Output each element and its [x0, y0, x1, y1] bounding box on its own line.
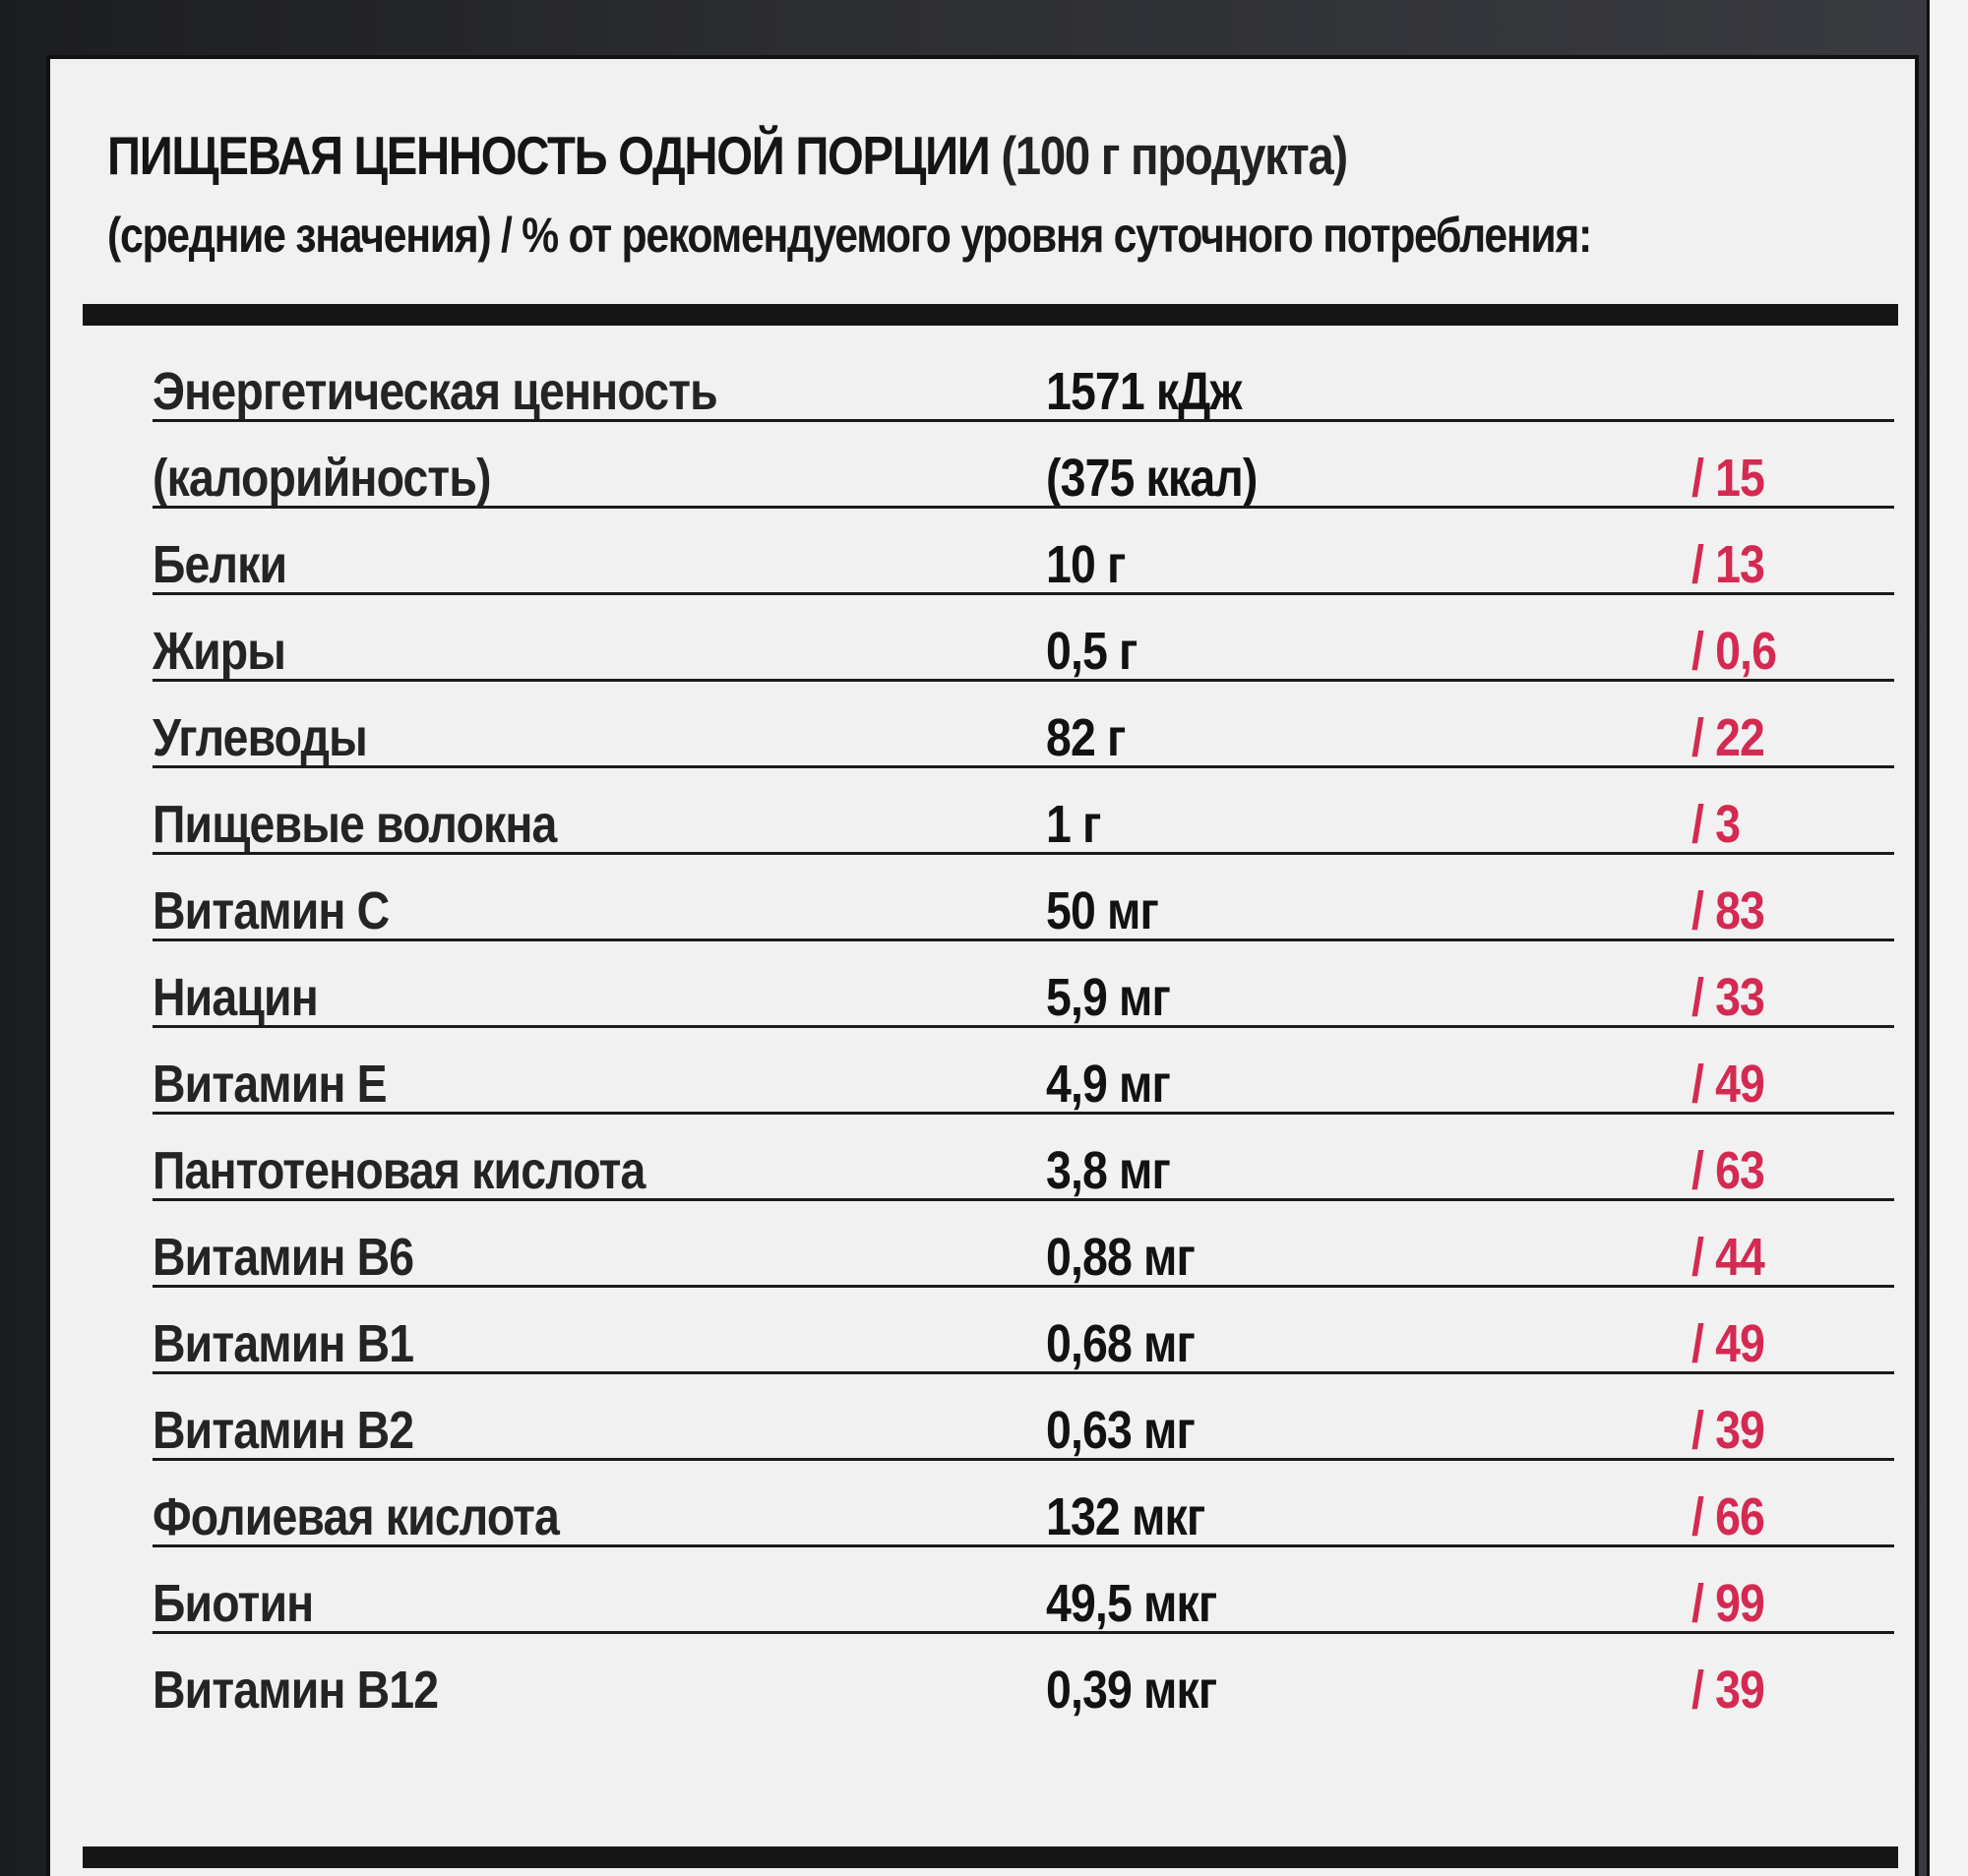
- nutrient-amount: 1 г: [1046, 795, 1101, 854]
- nutrient-name: Жиры: [153, 622, 286, 681]
- daily-value-percent: / 63: [1691, 1141, 1765, 1200]
- row-divider: [153, 1458, 1894, 1461]
- title-main: ПИЩЕВАЯ ЦЕННОСТЬ ОДНОЙ ПОРЦИИ: [107, 125, 991, 186]
- table-row: Витамин Е 4,9 мг / 49: [50, 1041, 1923, 1127]
- row-divider: [153, 506, 1894, 509]
- table-row: Витамин С 50 мг / 83: [50, 868, 1923, 954]
- nutrient-amount: 4,9 мг: [1046, 1055, 1171, 1114]
- daily-value-percent: / 49: [1691, 1314, 1765, 1373]
- nutrient-name: Углеводы: [153, 708, 368, 767]
- nutrient-name: Витамин С: [153, 881, 390, 940]
- nutrient-amount: 0,88 мг: [1046, 1228, 1196, 1287]
- label-title: ПИЩЕВАЯ ЦЕННОСТЬ ОДНОЙ ПОРЦИИ (100 г про…: [107, 124, 1348, 187]
- row-divider: [153, 1631, 1894, 1634]
- nutrition-label: ПИЩЕВАЯ ЦЕННОСТЬ ОДНОЙ ПОРЦИИ (100 г про…: [46, 55, 1919, 1876]
- row-divider: [153, 419, 1894, 422]
- table-row: Витамин В12 0,39 мкг / 39: [50, 1647, 1923, 1733]
- daily-value-percent: / 66: [1691, 1487, 1765, 1546]
- nutrient-name: Биотин: [153, 1574, 314, 1633]
- table-row: Жиры 0,5 г / 0,6: [50, 608, 1923, 695]
- table-row: Витамин В1 0,68 мг / 49: [50, 1301, 1923, 1387]
- daily-value-percent: / 39: [1691, 1661, 1765, 1720]
- nutrient-name: Фолиевая кислота: [153, 1487, 560, 1546]
- daily-value-percent: / 44: [1691, 1228, 1765, 1287]
- row-divider: [153, 679, 1894, 682]
- row-divider: [153, 1025, 1894, 1028]
- daily-value-percent: / 39: [1691, 1401, 1765, 1460]
- nutrient-name: Энергетическая ценность: [153, 362, 718, 421]
- nutrient-name: Витамин В6: [153, 1228, 414, 1287]
- daily-value-percent: / 33: [1691, 968, 1765, 1027]
- label-subtitle: (средние значения) / % от рекомендуемого…: [107, 208, 1592, 263]
- row-divider: [153, 1544, 1894, 1547]
- daily-value-percent: / 99: [1691, 1574, 1765, 1633]
- nutrient-name: Витамин В1: [153, 1314, 414, 1373]
- table-row: Пантотеновая кислота 3,8 мг / 63: [50, 1127, 1923, 1214]
- nutrient-name: Витамин В12: [153, 1661, 439, 1720]
- row-divider: [153, 852, 1894, 855]
- daily-value-percent: / 13: [1691, 535, 1765, 594]
- nutrient-amount: 3,8 мг: [1046, 1141, 1171, 1200]
- nutrient-name: Пантотеновая кислота: [153, 1141, 646, 1200]
- row-divider: [153, 1112, 1894, 1115]
- footer-divider: [83, 1846, 1898, 1868]
- nutrient-amount: 0,63 мг: [1046, 1401, 1196, 1460]
- nutrient-name: Ниацин: [153, 968, 319, 1027]
- daily-value-percent: / 3: [1691, 795, 1741, 854]
- daily-value-percent: / 22: [1691, 708, 1765, 767]
- daily-value-percent: / 83: [1691, 881, 1765, 940]
- table-row: Витамин В2 0,63 мг / 39: [50, 1387, 1923, 1474]
- row-divider: [153, 1371, 1894, 1374]
- daily-value-percent: / 0,6: [1691, 622, 1777, 681]
- row-divider: [153, 592, 1894, 595]
- nutrient-amount: 5,9 мг: [1046, 968, 1171, 1027]
- nutrient-amount: 49,5 мкг: [1046, 1574, 1217, 1633]
- table-row: Пищевые волокна 1 г / 3: [50, 781, 1923, 868]
- table-row: Ниацин 5,9 мг / 33: [50, 954, 1923, 1041]
- nutrient-amount: 0,39 мкг: [1046, 1661, 1217, 1720]
- daily-value-percent: / 49: [1691, 1055, 1765, 1114]
- table-row: Биотин 49,5 мкг / 99: [50, 1560, 1923, 1647]
- nutrient-name: (калорийность): [153, 449, 491, 508]
- nutrient-amount: 50 мг: [1046, 881, 1159, 940]
- title-portion: (100 г продукта): [1001, 125, 1348, 186]
- header-divider: [83, 304, 1898, 326]
- daily-value-percent: / 15: [1691, 449, 1765, 508]
- row-divider: [153, 938, 1894, 941]
- nutrient-amount: 82 г: [1046, 708, 1126, 767]
- table-row: Углеводы 82 г / 22: [50, 695, 1923, 781]
- nutrient-amount: 0,68 мг: [1046, 1314, 1196, 1373]
- nutrient-name: Витамин В2: [153, 1401, 414, 1460]
- row-divider: [153, 1285, 1894, 1288]
- adjacent-label-edge: [1927, 0, 1968, 1876]
- nutrient-amount: (375 ккал): [1046, 449, 1258, 508]
- row-divider: [153, 765, 1894, 768]
- table-row: Белки 10 г / 13: [50, 521, 1923, 608]
- nutrient-amount: 0,5 г: [1046, 622, 1138, 681]
- row-divider: [153, 1198, 1894, 1201]
- table-row: Энергетическая ценность 1571 кДж: [50, 348, 1923, 435]
- nutrient-name: Пищевые волокна: [153, 795, 557, 854]
- nutrient-name: Витамин Е: [153, 1055, 388, 1114]
- table-row: (калорийность) (375 ккал) / 15: [50, 435, 1923, 521]
- table-row: Витамин В6 0,88 мг / 44: [50, 1214, 1923, 1301]
- table-row: Фолиевая кислота 132 мкг / 66: [50, 1474, 1923, 1560]
- nutrient-name: Белки: [153, 535, 287, 594]
- nutrient-amount: 1571 кДж: [1046, 362, 1242, 421]
- nutrient-amount: 10 г: [1046, 535, 1126, 594]
- nutrient-amount: 132 мкг: [1046, 1487, 1205, 1546]
